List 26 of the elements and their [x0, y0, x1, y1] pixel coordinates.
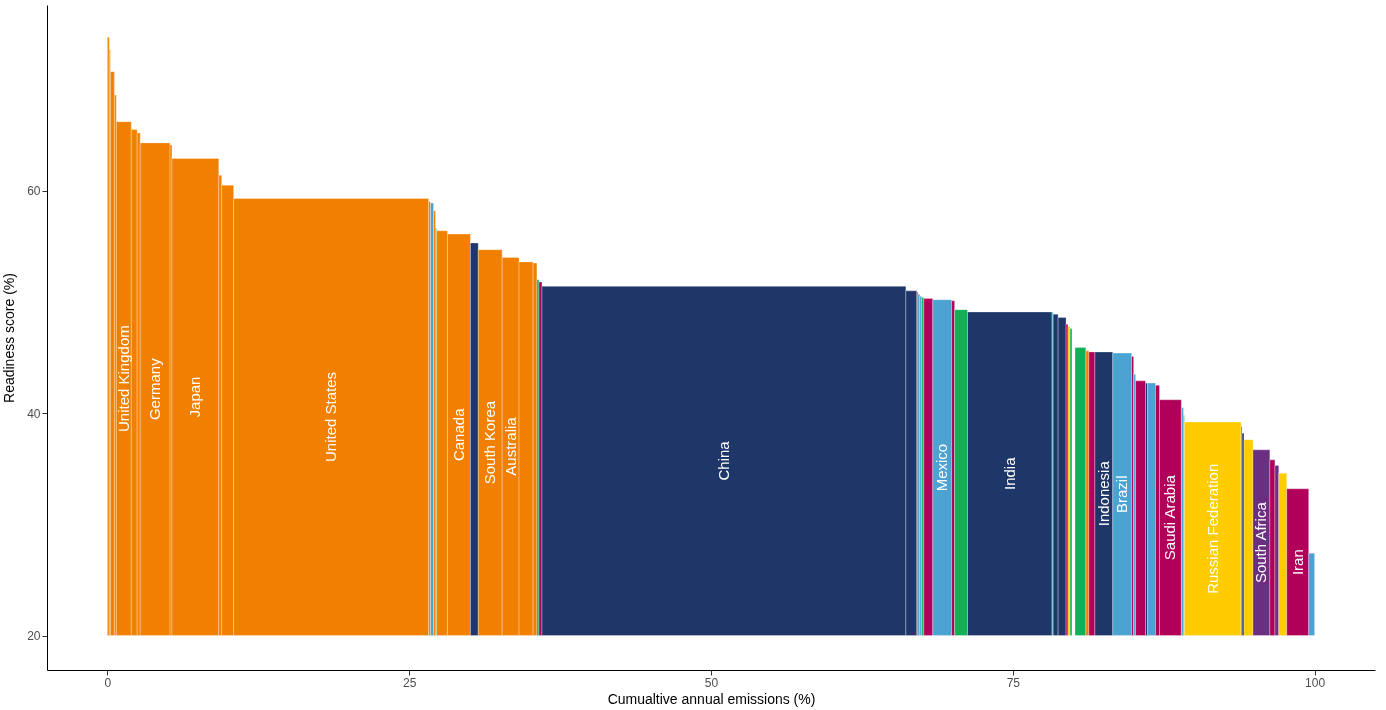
data-label: China	[714, 440, 732, 481]
data-label: Indonesia	[1094, 460, 1112, 527]
data-label: Saudi Arabia	[1161, 474, 1179, 561]
data-label: Mexico	[933, 443, 951, 492]
y-tick-label: 40	[27, 406, 41, 421]
x-axis-title: Cumualtive annual emissions (%)	[607, 690, 816, 707]
data-label: India	[1000, 456, 1018, 490]
x-tick-label: 100	[1305, 675, 1326, 690]
data-label: Japan	[186, 376, 204, 418]
y-tick-label: 60	[27, 184, 41, 199]
y-tick-label: 20	[27, 629, 41, 644]
data-label: United Kingdom	[114, 325, 132, 433]
data-label: Brazil	[1113, 475, 1131, 514]
data-label: Germany	[146, 357, 164, 421]
x-tick-label: 50	[704, 675, 719, 690]
data-label: South Korea	[481, 400, 499, 485]
data-label: United States	[322, 371, 340, 463]
x-tick-label: 75	[1006, 675, 1021, 690]
y-axis-title: Readiness score (%)	[1, 273, 18, 403]
x-tick-label: 0	[104, 675, 112, 690]
data-label: Canada	[449, 407, 467, 462]
data-label: South Africa	[1252, 501, 1270, 584]
data-label: Russian Federation	[1203, 463, 1221, 594]
data-label: Australia	[501, 416, 519, 476]
x-tick-label: 25	[403, 675, 417, 690]
data-label: Iran	[1288, 549, 1306, 576]
